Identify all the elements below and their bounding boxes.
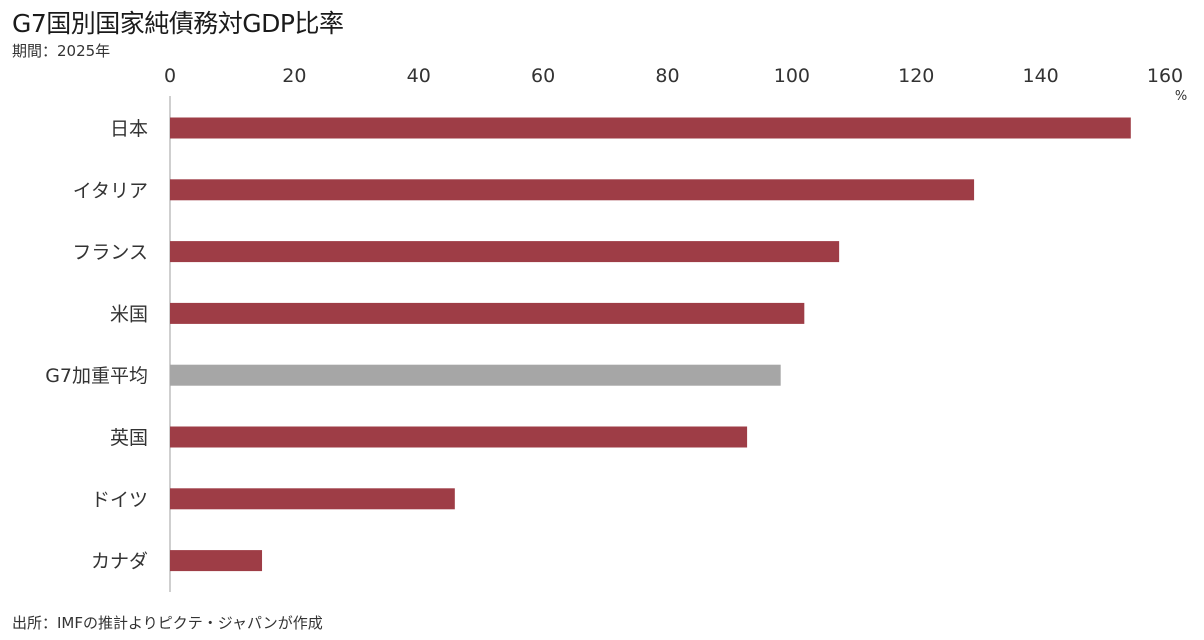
x-tick-label: 160 bbox=[1147, 65, 1183, 87]
bar-5 bbox=[170, 426, 748, 448]
category-label: 米国 bbox=[110, 303, 148, 325]
bar-1 bbox=[170, 179, 975, 201]
category-label: 英国 bbox=[110, 427, 148, 449]
bar-7 bbox=[170, 550, 263, 572]
chart-subtitle: 期間：2025年 bbox=[12, 42, 111, 60]
x-axis-ticks: 0 20 40 60 80 100 120 140 160 bbox=[164, 65, 1183, 87]
chart-title: G7国別国家純債務対GDP比率 bbox=[12, 9, 344, 38]
category-label: 日本 bbox=[110, 118, 148, 140]
bar-2 bbox=[170, 241, 840, 263]
category-label: イタリア bbox=[73, 180, 148, 202]
x-tick-label: 20 bbox=[282, 65, 306, 87]
category-label: カナダ bbox=[91, 551, 148, 573]
bar-6 bbox=[170, 488, 455, 510]
x-tick-label: 100 bbox=[774, 65, 810, 87]
x-tick-label: 0 bbox=[164, 65, 176, 87]
x-axis-unit-label: % bbox=[1175, 89, 1187, 104]
x-tick-label: 80 bbox=[655, 65, 679, 87]
bar-0 bbox=[170, 117, 1131, 139]
x-tick-label: 120 bbox=[898, 65, 934, 87]
category-label: G7加重平均 bbox=[45, 365, 148, 387]
category-label: ドイツ bbox=[91, 489, 148, 511]
category-label: フランス bbox=[72, 242, 148, 264]
x-tick-label: 60 bbox=[531, 65, 555, 87]
x-tick-label: 140 bbox=[1022, 65, 1058, 87]
x-tick-label: 40 bbox=[407, 65, 431, 87]
bar-3 bbox=[170, 302, 805, 324]
bars bbox=[170, 117, 1131, 572]
source-note: 出所：IMFの推計よりピクテ・ジャパンが作成 bbox=[12, 614, 323, 632]
bar-4 bbox=[170, 364, 781, 386]
